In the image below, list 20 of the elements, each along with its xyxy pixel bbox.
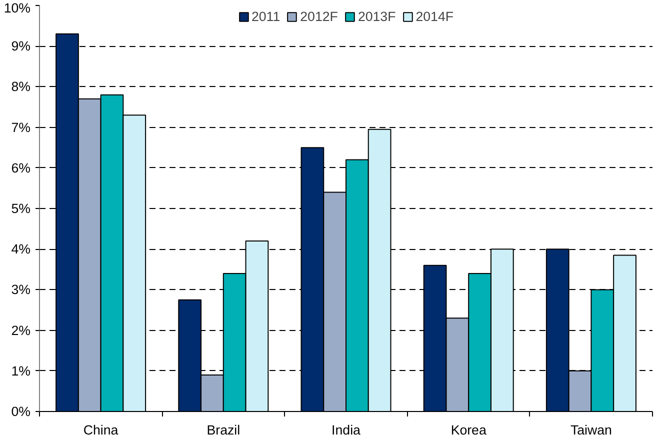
y-tick-label: 7% — [11, 120, 31, 135]
legend-label: 2011 — [251, 9, 280, 24]
y-tick-label: 10% — [4, 0, 31, 16]
x-tick-label: India — [332, 422, 362, 438]
x-tick-label: Korea — [450, 422, 487, 438]
y-tick-label: 5% — [11, 201, 31, 216]
y-tick-label: 4% — [11, 242, 31, 257]
y-tick-label: 2% — [11, 322, 31, 338]
y-tick-label: 6% — [11, 160, 31, 176]
legend-label: 2014F — [416, 9, 454, 24]
x-tick-label: Taiwan — [570, 422, 612, 438]
x-tick-label: Brazil — [206, 422, 240, 438]
legend-label: 2013F — [358, 9, 396, 24]
y-tick-label: 3% — [11, 282, 31, 298]
y-tick-label: 0% — [11, 404, 31, 419]
y-tick-label: 9% — [11, 38, 31, 54]
legend-label: 2012F — [300, 9, 338, 24]
y-tick-label: 8% — [11, 79, 31, 94]
y-tick-label: 1% — [11, 363, 31, 378]
x-tick-label: China — [83, 422, 119, 438]
